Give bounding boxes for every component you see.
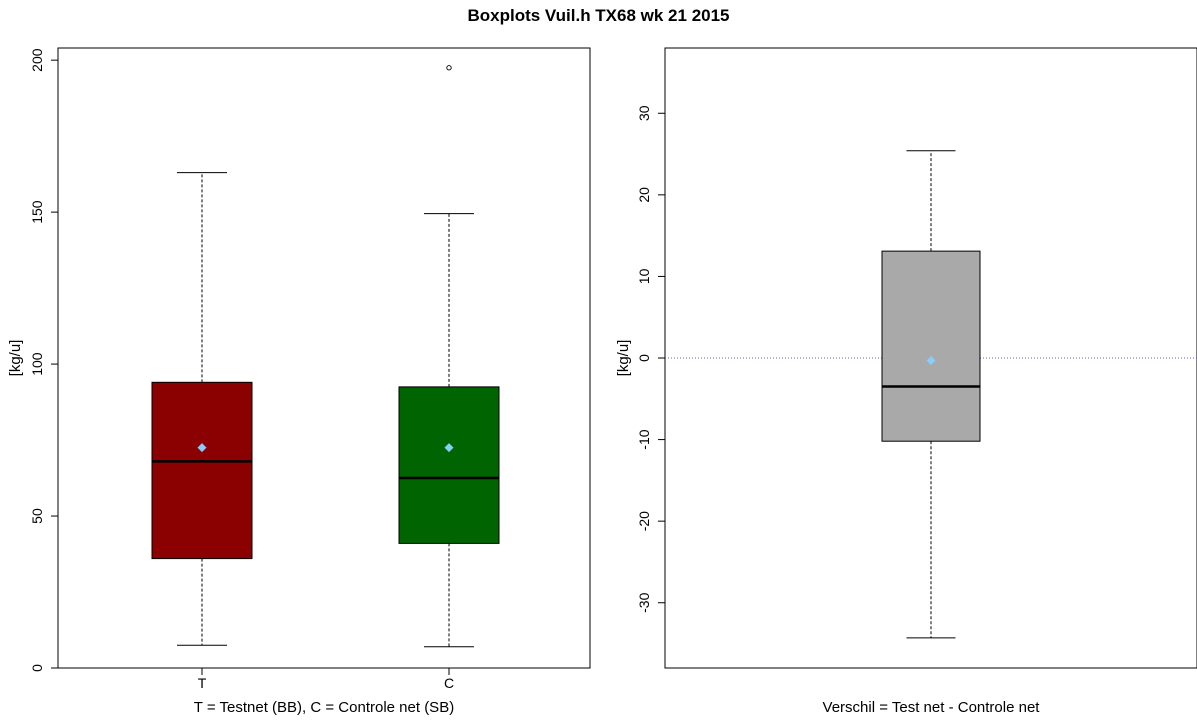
y-tick-label: 200 [29, 48, 45, 72]
y-tick-label: 0 [636, 354, 652, 362]
y-tick-label: -10 [636, 429, 652, 449]
y-tick-label: 0 [29, 664, 45, 672]
box-T [151, 172, 253, 646]
box-diff [881, 150, 981, 639]
x-tick-label: C [444, 675, 454, 691]
x-axis-label: T = Testnet (BB), C = Controle net (SB) [194, 699, 454, 716]
x-tick-label: T [198, 675, 207, 691]
y-tick-label: 10 [636, 268, 652, 284]
plot-frame [57, 47, 591, 669]
iqr-box [881, 250, 981, 442]
y-tick-label: 50 [29, 508, 45, 524]
y-tick-label: 20 [636, 187, 652, 203]
y-tick-label: 30 [636, 105, 652, 121]
iqr-box [398, 386, 500, 544]
panel-1: 0 50 100 150 200 [kg/u] T = Testnet (BB), C = … [7, 47, 591, 716]
y-tick-label: -30 [636, 592, 652, 612]
iqr-box [151, 381, 253, 560]
box-C [398, 65, 500, 648]
y-tick-label: 150 [29, 200, 45, 224]
figure-title: Boxplots Vuil.h TX68 wk 21 2015 [467, 6, 730, 25]
mean-marker [444, 443, 454, 453]
mean-marker [197, 443, 207, 453]
mean-marker [926, 355, 936, 365]
y-axis-label: [kg/u] [7, 340, 24, 377]
y-axis-label: [kg/u] [615, 340, 632, 377]
outlier-point [446, 65, 452, 71]
panel-2: -30 -20 -10 0 10 20 30 [kg/u] Verschil = Test ne… [615, 47, 1197, 716]
y-tick-label: 100 [29, 352, 45, 376]
y-tick-label: -20 [636, 511, 652, 531]
x-axis-label: Verschil = Test net - Controle net [823, 699, 1041, 716]
